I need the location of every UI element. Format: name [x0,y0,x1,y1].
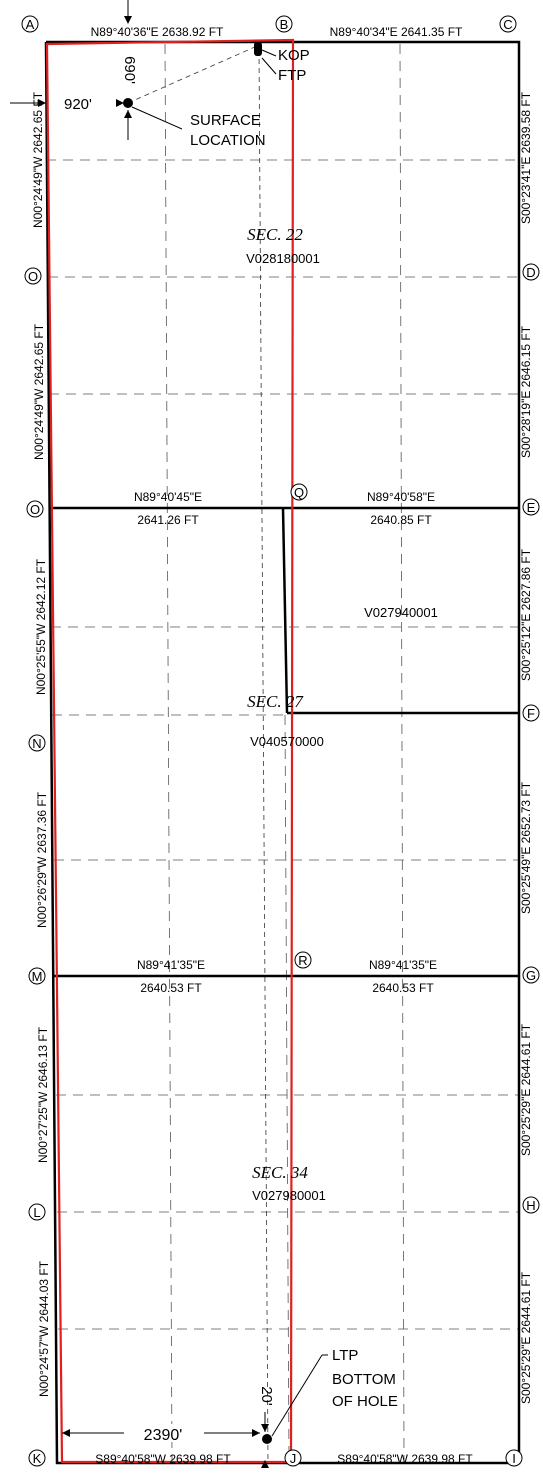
corner-H: H [522,1196,540,1214]
kop-ftp-marker: KOP FTP [254,42,310,84]
call-bot-ji: S89°40'58"W 2639.98 FT [337,1452,473,1466]
call-mid-mr-dist: 2640.53 FT [140,981,202,995]
corner-N: N [28,734,46,752]
call-mid-rg-dist: 2640.53 FT [372,981,434,995]
corner-Q: Q [290,483,308,501]
svg-text:G: G [526,968,536,983]
bottom-offset-west: 2390' [144,1427,183,1444]
svg-text:M: M [32,969,43,984]
svg-text:J: J [290,1451,297,1466]
surface-location: 920' 690' SURFACE LOCATION [10,0,266,149]
svg-text:F: F [527,706,535,721]
line-Q-F [281,507,289,714]
call-mid-oq-bearing: N89°40'45"E [134,490,202,504]
call-bot-kj: S89°40'58"W 2639.98 FT [95,1452,231,1466]
call-left-5: N00°27'25"W 2646.13 FT [36,1026,50,1163]
svg-text:D: D [526,265,535,280]
corner-I: I [505,1449,523,1467]
call-right-5: S00°25'29"E 2644.61 FT [519,1023,533,1156]
wellbore-path [127,45,269,1463]
bottom-hole-dot [262,1434,272,1444]
svg-text:N: N [32,736,41,751]
call-top-ab: N89°40'36"E 2638.92 FT [91,25,224,39]
grid-v1 [164,43,173,1463]
call-left-1: N00°24'49"W 2642.65 FT [31,91,45,228]
corner-E: E [522,498,540,516]
call-right-1: S00°23'41"E 2639.58 FT [519,91,533,224]
svg-text:B: B [280,17,289,32]
svg-text:R: R [298,953,307,968]
surface-offset-west: 920' [64,96,92,113]
corner-B: B [275,15,293,33]
corner-O-upper: O [24,267,42,285]
svg-text:I: I [512,1451,516,1466]
call-left-2: N00°24'49"W 2642.65 FT [32,323,46,460]
grid-v3 [284,714,290,1463]
section-27-lease: V040570000 [250,734,324,749]
bottom-offset-south: 20' [258,1386,275,1406]
surface-location-dot [123,98,133,108]
call-right-2: S00°28'19"E 2646.15 FT [519,325,533,458]
section-27-title: SEC. 27 [247,692,304,711]
surface-label-2: LOCATION [190,132,266,149]
corner-markers: A B C D E F G H I J K L M N O O Q R [21,15,540,1467]
corner-R: R [294,951,312,969]
grid-v2 [399,43,405,1463]
svg-text:L: L [33,1205,40,1220]
corner-G: G [522,966,540,984]
corner-O-lower: O [26,500,44,518]
section-22-title: SEC. 22 [247,225,303,244]
section-34-title: SEC. 34 [252,1163,308,1182]
call-left-3: N00°25'55"W 2642.12 FT [34,558,48,695]
corner-F: F [522,704,540,722]
section-22-lease: V028180001 [246,251,320,266]
svg-text:O: O [30,502,40,517]
svg-text:Q: Q [294,485,304,500]
corner-D: D [522,263,540,281]
call-right-6: S00°25'29"E 2644.61 FT [519,1271,533,1404]
surface-label-1: SURFACE [190,112,261,129]
quarter-grid [46,43,519,1463]
call-mid-qe-dist: 2640.85 FT [370,513,432,527]
call-mid-rg-bearing: N89°41'35"E [369,958,437,972]
svg-text:O: O [28,269,38,284]
ftp-label: FTP [278,67,306,84]
call-top-bc: N89°40'34"E 2641.35 FT [330,25,463,39]
corner-A: A [21,15,39,33]
corner-C: C [499,15,517,33]
bottom-label-1: BOTTOM [332,1371,396,1388]
svg-text:H: H [526,1198,535,1213]
section-34-lease: V027980001 [252,1188,326,1203]
svg-text:A: A [26,17,35,32]
svg-text:C: C [503,17,512,32]
call-mid-mr-bearing: N89°41'35"E [137,958,205,972]
svg-text:K: K [33,1451,42,1466]
bottom-label-2: OF HOLE [332,1393,398,1410]
call-right-4: S00°25'49"E 2652.73 FT [519,781,533,914]
surface-offset-north: 690' [121,56,138,84]
call-left-4: N00°26'29"W 2637.36 FT [35,791,49,928]
call-left-6: N00°24'57"W 2644.03 FT [37,1260,51,1397]
call-mid-oq-dist: 2641.26 FT [137,513,199,527]
ltp-bottom-of-hole: 2390' 20' LTP BOTTOM OF HOLE [62,1347,398,1468]
corner-J: J [284,1449,302,1467]
ltp-label: LTP [332,1347,358,1364]
corner-L: L [28,1203,46,1221]
call-right-3: S00°25'12"E 2627.86 FT [519,548,533,681]
corner-K: K [28,1449,46,1467]
kop-label: KOP [278,47,310,64]
call-mid-qe-bearing: N89°40'58"E [367,490,435,504]
svg-text:E: E [527,500,536,515]
lease-q-quarter: V027940001 [364,605,438,620]
corner-M: M [28,967,46,985]
